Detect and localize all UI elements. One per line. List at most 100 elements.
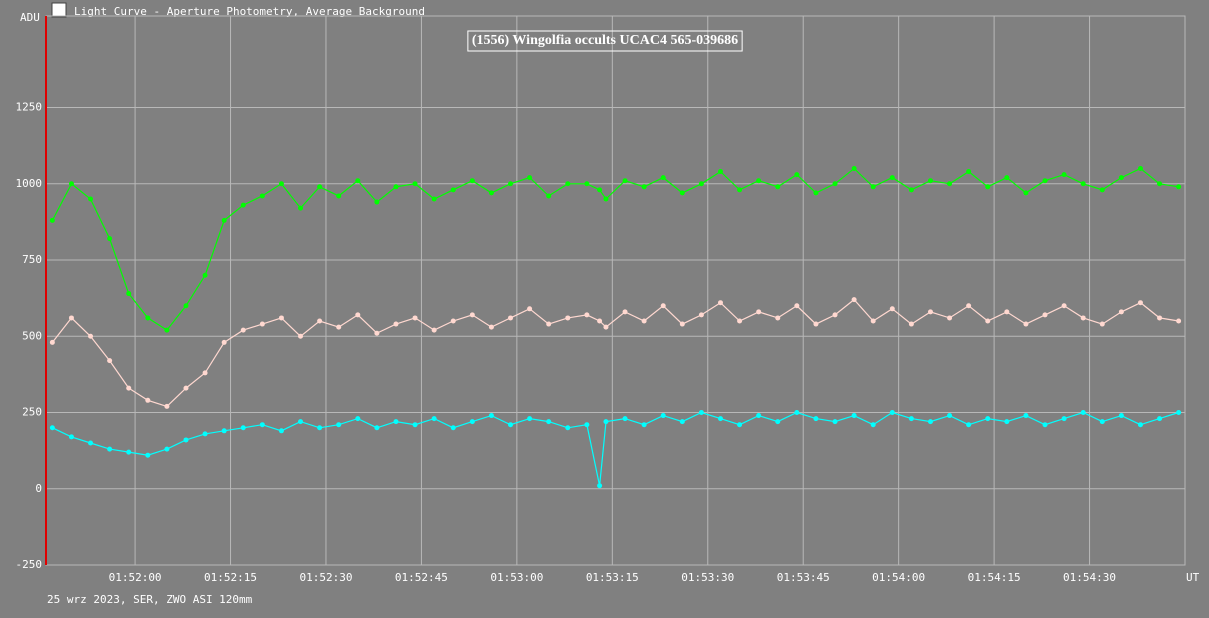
- data-point: [794, 303, 800, 309]
- data-point: [1176, 184, 1182, 190]
- x-tick-label: 01:52:45: [395, 571, 448, 584]
- data-point: [737, 318, 743, 324]
- data-point: [508, 315, 514, 321]
- data-point: [317, 425, 323, 431]
- data-point: [985, 318, 991, 324]
- footer: 25 wrz 2023, SER, ZWO ASI 120mm: [47, 593, 253, 606]
- data-point: [126, 385, 132, 391]
- data-point: [469, 312, 475, 318]
- data-point: [393, 184, 399, 190]
- x-tick-label: 01:53:15: [586, 571, 639, 584]
- data-point: [603, 324, 609, 330]
- data-point: [641, 184, 647, 190]
- data-point: [717, 169, 723, 175]
- data-point: [1118, 175, 1124, 181]
- data-point: [794, 172, 800, 178]
- data-point: [546, 321, 552, 327]
- data-point: [1118, 309, 1124, 315]
- data-point: [527, 306, 533, 312]
- data-point: [527, 416, 533, 422]
- data-point: [775, 419, 781, 425]
- data-point: [565, 315, 571, 321]
- data-point: [698, 312, 704, 318]
- data-point: [336, 193, 342, 199]
- data-point: [698, 181, 704, 187]
- y-tick-label: 500: [22, 329, 42, 342]
- data-point: [597, 318, 603, 324]
- data-point: [947, 315, 953, 321]
- data-point: [927, 419, 933, 425]
- data-point: [259, 422, 265, 428]
- data-point: [641, 422, 647, 428]
- data-point: [412, 181, 418, 187]
- data-point: [832, 419, 838, 425]
- data-point: [1061, 416, 1067, 422]
- data-point: [717, 416, 723, 422]
- data-point: [597, 483, 603, 489]
- data-point: [832, 181, 838, 187]
- plot-area: [49, 166, 1182, 489]
- data-point: [1157, 315, 1163, 321]
- data-point: [412, 315, 418, 321]
- data-point: [622, 416, 628, 422]
- data-point: [737, 422, 743, 428]
- data-point: [1099, 321, 1105, 327]
- data-point: [431, 196, 437, 202]
- data-point: [431, 327, 437, 333]
- data-point: [88, 440, 94, 446]
- y-tick-label: 1250: [16, 101, 43, 114]
- grid: [45, 15, 1186, 566]
- data-point: [221, 428, 227, 434]
- data-point: [947, 181, 953, 187]
- data-point: [221, 217, 227, 223]
- data-point: [660, 175, 666, 181]
- data-point: [450, 318, 456, 324]
- data-point: [698, 410, 704, 415]
- x-tick-label: 01:54:15: [968, 571, 1021, 584]
- data-point: [756, 178, 762, 184]
- data-point: [597, 187, 603, 193]
- data-point: [1099, 419, 1105, 425]
- data-point: [908, 416, 914, 422]
- data-point: [870, 422, 876, 428]
- data-point: [183, 437, 189, 443]
- data-point: [202, 370, 208, 376]
- y-tick-label: -250: [16, 558, 43, 571]
- data-point: [584, 312, 590, 318]
- data-point: [336, 324, 342, 330]
- y-axis-label: ADU: [20, 11, 40, 24]
- data-point: [49, 425, 55, 431]
- data-point: [202, 431, 208, 437]
- data-point: [870, 318, 876, 324]
- data-point: [546, 419, 552, 425]
- x-tick-label: 01:53:00: [490, 571, 543, 584]
- data-point: [355, 416, 361, 422]
- window-title: Light Curve - Aperture Photometry, Avera…: [74, 5, 425, 18]
- data-point: [355, 312, 361, 318]
- data-point: [660, 413, 666, 419]
- data-point: [145, 452, 151, 458]
- data-point: [126, 449, 132, 455]
- data-point: [107, 358, 113, 364]
- data-point: [240, 327, 246, 333]
- data-point: [1061, 303, 1067, 309]
- data-point: [1023, 413, 1029, 419]
- data-point: [259, 321, 265, 327]
- data-point: [660, 303, 666, 309]
- data-point: [298, 205, 304, 211]
- data-point: [1004, 309, 1010, 315]
- data-point: [488, 413, 494, 419]
- x-tick-label: 01:53:45: [777, 571, 830, 584]
- data-point: [1137, 300, 1143, 306]
- data-point: [374, 425, 380, 431]
- data-point: [889, 175, 895, 181]
- data-point: [794, 410, 800, 415]
- data-point: [851, 297, 857, 303]
- data-point: [68, 181, 74, 187]
- data-point: [1023, 190, 1029, 196]
- data-point: [298, 333, 304, 339]
- data-point: [1042, 178, 1048, 184]
- data-point: [622, 309, 628, 315]
- data-point: [164, 446, 170, 452]
